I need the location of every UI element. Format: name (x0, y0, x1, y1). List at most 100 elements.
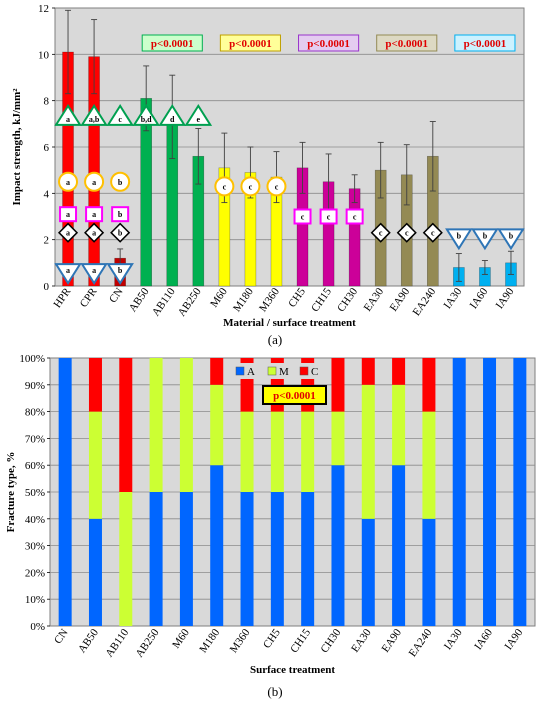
marker-label: c (275, 182, 279, 191)
p-value-label: p<0.0001 (464, 38, 507, 50)
x-tick-label-a: EA30 (362, 285, 387, 313)
bar-segment-A-AB50 (88, 518, 102, 626)
bar-segment-M-EA240 (422, 411, 436, 519)
bar-segment-C-EA240 (422, 358, 436, 412)
bar-segment-A-CH15 (301, 492, 315, 626)
marker-label: c (327, 213, 331, 222)
marker-diamond (110, 222, 131, 243)
marker-triangle-down (497, 228, 525, 251)
marker-square (293, 208, 312, 225)
y-tick-label-a: 12 (38, 3, 49, 15)
marker-triangle-down (471, 228, 499, 251)
x-tick-label-a: AB250 (176, 285, 204, 318)
marker-diamond (422, 222, 443, 243)
y-tick-label-a: 8 (44, 96, 50, 108)
bar-segment-C-EA30 (361, 358, 375, 385)
y-axis-label-a: Impact strength, kJ/mm² (11, 88, 23, 206)
marker-label: a (66, 266, 70, 275)
marker-circle (84, 171, 105, 192)
y-tick-label-b: 0% (30, 621, 45, 633)
p-value-box (298, 34, 360, 52)
y-tick-label-a: 10 (38, 49, 50, 61)
legend-label-M: M (279, 366, 289, 378)
impact-strength-chart: 0 2 4 6 8 10 12 p<0.0001 p<0.0001 p<0.0001 p<0.000… (11, 3, 525, 329)
x-tick-label-b: IA60 (472, 626, 495, 652)
marker-label: b (118, 266, 123, 275)
marker-label: c (353, 213, 357, 222)
marker-label: a (66, 115, 70, 124)
marker-circle (214, 176, 235, 197)
bar-segment-M-EA30 (361, 384, 375, 519)
marker-label: a (66, 229, 70, 238)
y-tick-label-a: 4 (44, 188, 50, 200)
marker-diamond (57, 222, 79, 243)
panel-label-a: (a) (268, 332, 282, 347)
marker-label: e (197, 115, 201, 124)
bar-segment-A-M360 (240, 492, 254, 626)
x-tick-label-a: IA30 (442, 285, 465, 311)
p-value-box (219, 34, 281, 52)
x-tick-label-b: EA90 (379, 626, 404, 654)
marker-label: d (170, 115, 175, 124)
x-tick-label-b: IA30 (442, 626, 465, 652)
marker-diamond (370, 222, 391, 243)
marker-label: c (118, 115, 122, 124)
marker-triangle-up (106, 104, 134, 126)
marker-label: c (431, 229, 435, 238)
marker-triangle-down (445, 228, 473, 251)
marker-label: a (66, 210, 70, 219)
y-tick-label-b: 70% (25, 433, 45, 445)
x-tick-label-a: CPR (78, 285, 100, 309)
bar-segment-A-M60 (179, 492, 193, 626)
bar-segment-M-AB110 (119, 492, 133, 626)
p-value-label: p<0.0001 (307, 38, 350, 50)
legend-swatch-A (235, 366, 245, 376)
x-tick-label-b: CH15 (288, 626, 313, 655)
marker-label: c (223, 182, 227, 191)
marker-diamond (84, 222, 105, 243)
bar-segment-M-AB250 (149, 358, 163, 492)
marker-triangle-up (158, 104, 187, 126)
marker-label: b,d (141, 115, 152, 124)
x-tick-label-a: AB50 (127, 285, 152, 314)
marker-triangle-up (184, 104, 213, 126)
marker-triangle-down (106, 263, 134, 285)
p-value-label: p<0.0001 (151, 38, 194, 50)
marker-label: c (405, 229, 409, 238)
x-tick-label-a: CH30 (335, 285, 360, 314)
legend-label-A: A (247, 366, 255, 378)
x-tick-label-a: IA90 (494, 285, 517, 311)
x-tick-label-b: EA240 (407, 626, 435, 659)
bar-segment-A-M180 (210, 465, 224, 626)
marker-square (59, 206, 78, 223)
x-axis-label-a: Material / surface treatment (223, 317, 356, 329)
bar-segment-M-AB50 (88, 411, 102, 519)
p-value-box (454, 34, 516, 52)
y-tick-label-b: 40% (25, 514, 45, 526)
marker-label: b (457, 231, 462, 240)
bar-segment-C-AB110 (119, 358, 133, 492)
y-tick-label-a: 2 (44, 235, 50, 247)
x-tick-label-b: AB50 (76, 626, 101, 655)
marker-label: b (483, 231, 488, 240)
p-value-box-b (262, 385, 327, 405)
bar-segment-A-CN (58, 358, 72, 626)
marker-triangle-up (54, 104, 82, 126)
x-tick-label-a: CH15 (309, 285, 334, 314)
marker-square (319, 208, 338, 225)
marker-square (85, 206, 104, 223)
y-tick-label-a: 6 (44, 142, 50, 154)
y-tick-label-b: 90% (25, 380, 45, 392)
p-value-label: p<0.0001 (385, 38, 428, 50)
p-value-box (141, 34, 203, 52)
bar-segment-C-EA90 (392, 358, 406, 385)
bar-segment-C-CH30 (331, 358, 345, 412)
x-axis-label-b: Surface treatment (250, 664, 335, 676)
marker-circle (110, 171, 131, 192)
marker-triangle-up (80, 104, 108, 126)
marker-diamond (396, 222, 417, 243)
bar-CH30 (348, 188, 361, 287)
x-tick-label-b: CH30 (319, 626, 344, 655)
y-tick-label-a: 0 (44, 281, 50, 293)
marker-label: a (92, 229, 96, 238)
